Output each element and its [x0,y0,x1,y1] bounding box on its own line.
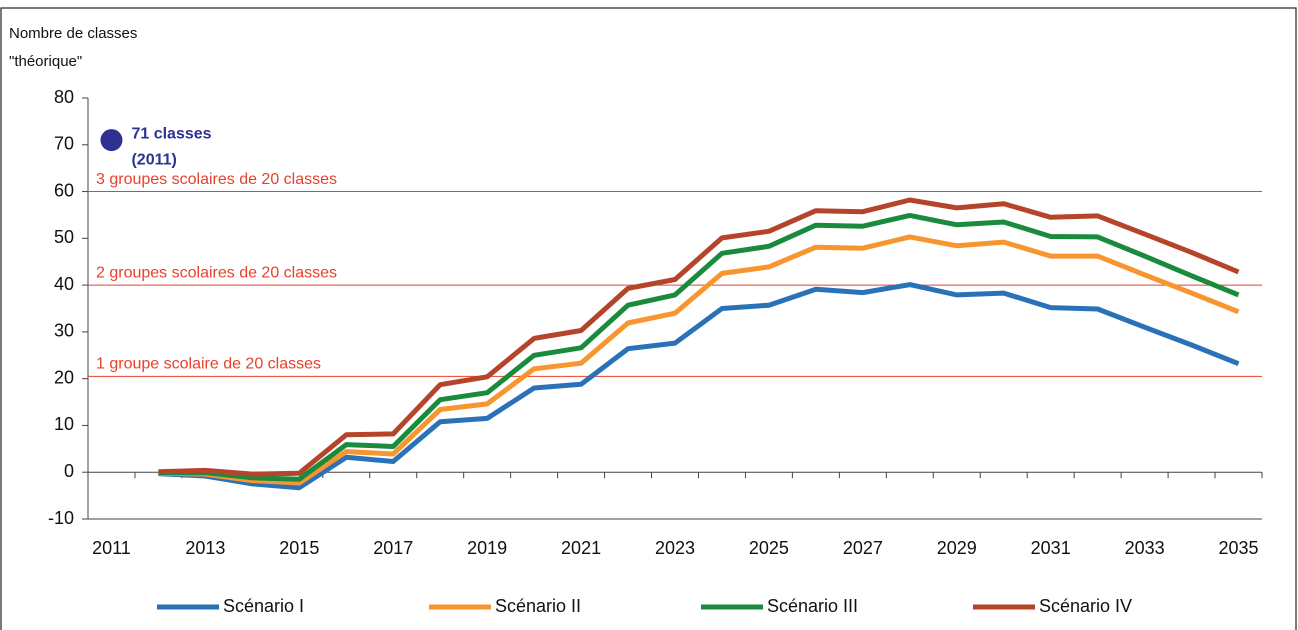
x-tick-label: 2013 [185,538,225,558]
series-line [158,197,1240,477]
legend-label: Scénario III [767,596,858,616]
y-tick-label: 70 [54,134,74,154]
y-tick-label: 50 [54,227,74,247]
x-tick-label: 2035 [1218,538,1258,558]
x-tick-label: 2019 [467,538,507,558]
y-tick-label: 0 [64,461,74,481]
annotation-label: 71 classes [131,125,211,142]
y-axis-label: "théorique" [9,53,82,70]
series-line [158,234,1240,486]
x-tick-label: 2011 [92,538,131,558]
series-line [158,282,1240,491]
y-axis-label: Nombre de classes [9,25,137,42]
x-tick-label: 2021 [561,538,601,558]
x-tick-label: 2015 [279,538,319,558]
y-tick-label: 10 [54,414,74,434]
reference-label: 2 groupes scolaires de 20 classes [96,264,337,281]
x-tick-label: 2029 [937,538,977,558]
x-tick-label: 2025 [749,538,789,558]
x-tick-label: 2023 [655,538,695,558]
x-tick-label: 2017 [373,538,413,558]
x-tick-label: 2031 [1031,538,1071,558]
reference-label: 3 groupes scolaires de 20 classes [96,171,337,188]
legend-label: Scénario IV [1039,596,1132,616]
annotation-point [100,129,123,152]
y-tick-label: -10 [48,508,74,528]
legend-label: Scénario II [495,596,581,616]
legend-label: Scénario I [223,596,304,616]
y-tick-label: 60 [54,180,74,200]
y-tick-label: 40 [54,274,74,294]
x-tick-label: 2027 [843,538,883,558]
series-line [158,212,1240,482]
y-tick-label: 20 [54,367,74,387]
reference-label: 1 groupe scolaire de 20 classes [96,356,321,373]
annotation-label: (2011) [131,151,176,168]
y-tick-label: 30 [54,321,74,341]
x-tick-label: 2033 [1125,538,1165,558]
y-tick-label: 80 [54,87,74,107]
chart-frame [0,7,1297,630]
